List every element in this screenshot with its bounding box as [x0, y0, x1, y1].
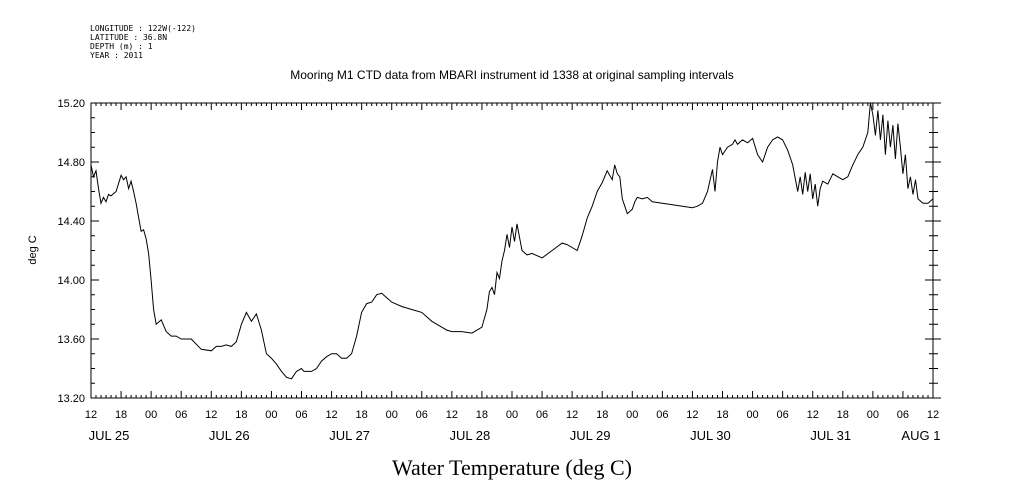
x-tick-label: 12 [807, 409, 819, 421]
x-tick-label: 00 [265, 409, 277, 421]
x-tick-label: 00 [746, 409, 758, 421]
x-tick-label: 18 [716, 409, 728, 421]
x-tick-label: 00 [145, 409, 157, 421]
x-date-label: JUL 25 [89, 428, 130, 443]
x-tick-label: 18 [115, 409, 127, 421]
axis-ticks [90, 102, 941, 399]
x-tick-label: 12 [205, 409, 217, 421]
y-tick-label: 13.20 [57, 393, 85, 405]
x-date-label: AUG 1 [901, 428, 940, 443]
x-tick-label: 12 [566, 409, 578, 421]
x-tick-label: 18 [596, 409, 608, 421]
x-tick-label: 00 [626, 409, 638, 421]
tick-labels: 12 18 00 06 12 18 00 06 12 18 00 06 12 18 00 06 12 18 00 06… [57, 98, 940, 443]
x-date-label: JUL 30 [690, 428, 731, 443]
x-tick-label: 06 [777, 409, 789, 421]
y-tick-label: 14.00 [57, 275, 85, 287]
x-tick-label: 18 [837, 409, 849, 421]
x-axis-title: Water Temperature (deg C) [392, 455, 632, 480]
x-date-label: JUL 28 [449, 428, 490, 443]
x-date-label: JUL 29 [570, 428, 611, 443]
x-date-label: JUL 27 [329, 428, 370, 443]
latitude-label: LATITUDE : 36.8N [90, 33, 167, 42]
y-tick-label: 14.40 [57, 216, 85, 228]
plot-frame [90, 102, 934, 399]
x-tick-label: 18 [476, 409, 488, 421]
x-tick-label: 06 [175, 409, 187, 421]
y-tick-label: 15.20 [57, 98, 85, 110]
x-tick-label: 12 [927, 409, 939, 421]
x-tick-label: 00 [867, 409, 879, 421]
x-tick-label: 12 [325, 409, 337, 421]
longitude-label: LONGITUDE : 122W(-122) [90, 24, 196, 33]
x-tick-label: 18 [356, 409, 368, 421]
y-tick-label: 13.60 [57, 334, 85, 346]
chart-title: Mooring M1 CTD data from MBARI instrumen… [290, 68, 734, 82]
x-tick-label: 06 [295, 409, 307, 421]
x-tick-label: 06 [656, 409, 668, 421]
x-tick-label: 06 [416, 409, 428, 421]
year-label: YEAR : 2011 [90, 51, 143, 60]
x-tick-label: 00 [386, 409, 398, 421]
x-tick-label: 06 [536, 409, 548, 421]
temperature-series-line [90, 102, 934, 380]
x-tick-label: 12 [686, 409, 698, 421]
x-tick-label: 18 [235, 409, 247, 421]
y-axis-label: deg C [27, 235, 39, 264]
depth-label: DEPTH (m) : 1 [90, 42, 153, 51]
x-tick-label: 00 [506, 409, 518, 421]
x-date-label: JUL 26 [209, 428, 250, 443]
x-tick-label: 12 [85, 409, 97, 421]
x-date-label: JUL 31 [810, 428, 851, 443]
y-tick-label: 14.80 [57, 157, 85, 169]
x-tick-label: 06 [897, 409, 909, 421]
x-tick-label: 12 [446, 409, 458, 421]
